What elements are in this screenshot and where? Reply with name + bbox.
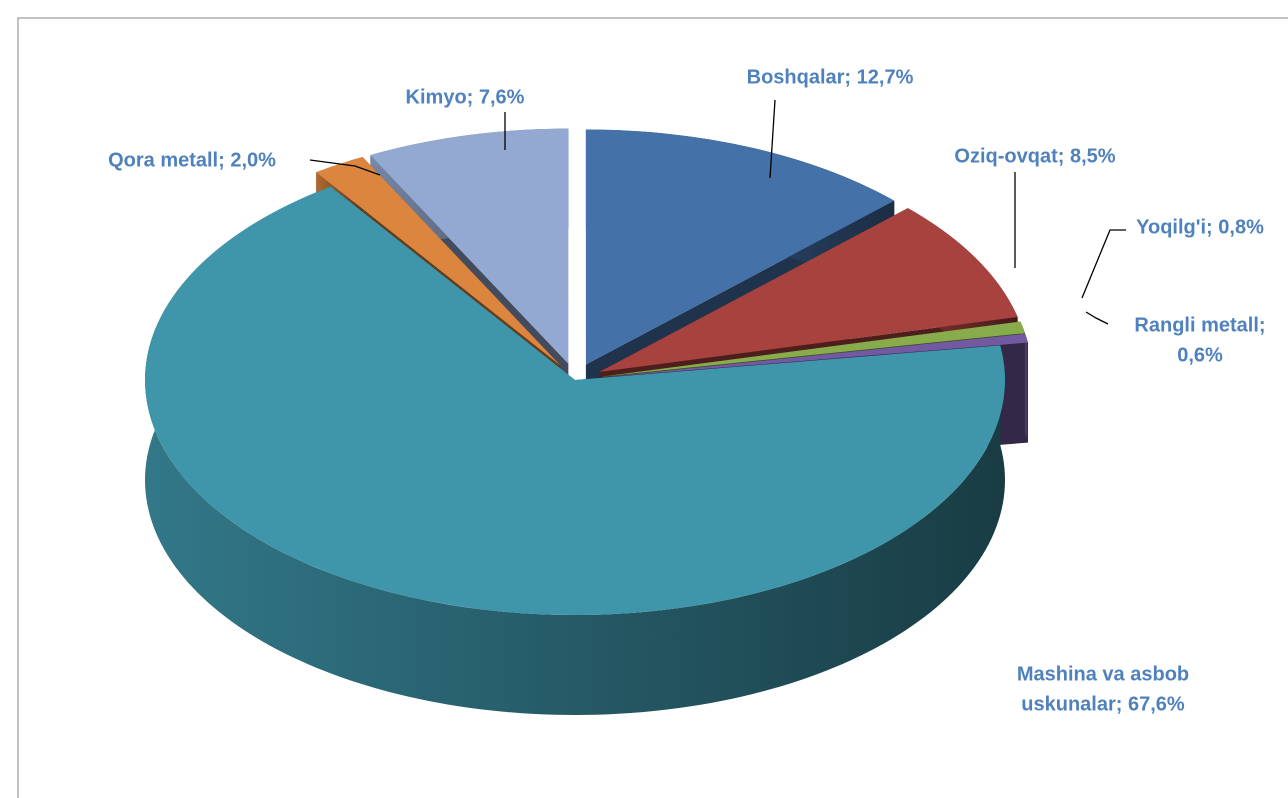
data-label: Oziq-ovqat; 8,5% (954, 145, 1115, 167)
slice: Oziq-ovqat (599, 208, 1018, 372)
data-label: Kimyo; 7,6% (406, 86, 525, 108)
data-label: Boshqalar; 12,7% (747, 66, 914, 88)
slice: Rangli metall (602, 333, 1028, 378)
slice: Yoqilg'i (602, 321, 1025, 377)
pie: KimyoBoshqalarQora metallOziq-ovqatYoqil… (145, 128, 1028, 715)
leader-line (1081, 229, 1126, 299)
slice: Kimyo (370, 128, 569, 364)
slice: Qora metall (316, 156, 561, 366)
slice: Mashina va asbob uskunalar (145, 186, 1005, 616)
slice-side (1025, 333, 1028, 443)
labels: Boshqalar; 12,7% Oziq-ovqat; 8,5% Yoqilg'i… (108, 66, 1265, 715)
leader-line (769, 99, 776, 179)
data-label: Rangli metall; (1134, 314, 1265, 336)
data-label: Yoqilg'i; 0,8% (1136, 216, 1264, 238)
leader-line (309, 159, 381, 176)
data-label: uskunalar; 67,6% (1021, 693, 1185, 715)
leader-line (1085, 311, 1109, 325)
slice: Mashina va asbob uskunalar (145, 186, 1005, 715)
data-label: Mashina va asbob (1017, 663, 1189, 685)
slice: Boshqalar (585, 129, 895, 365)
data-label: Qora metall; 2,0% (108, 149, 276, 171)
data-label: 0,6% (1177, 344, 1223, 366)
